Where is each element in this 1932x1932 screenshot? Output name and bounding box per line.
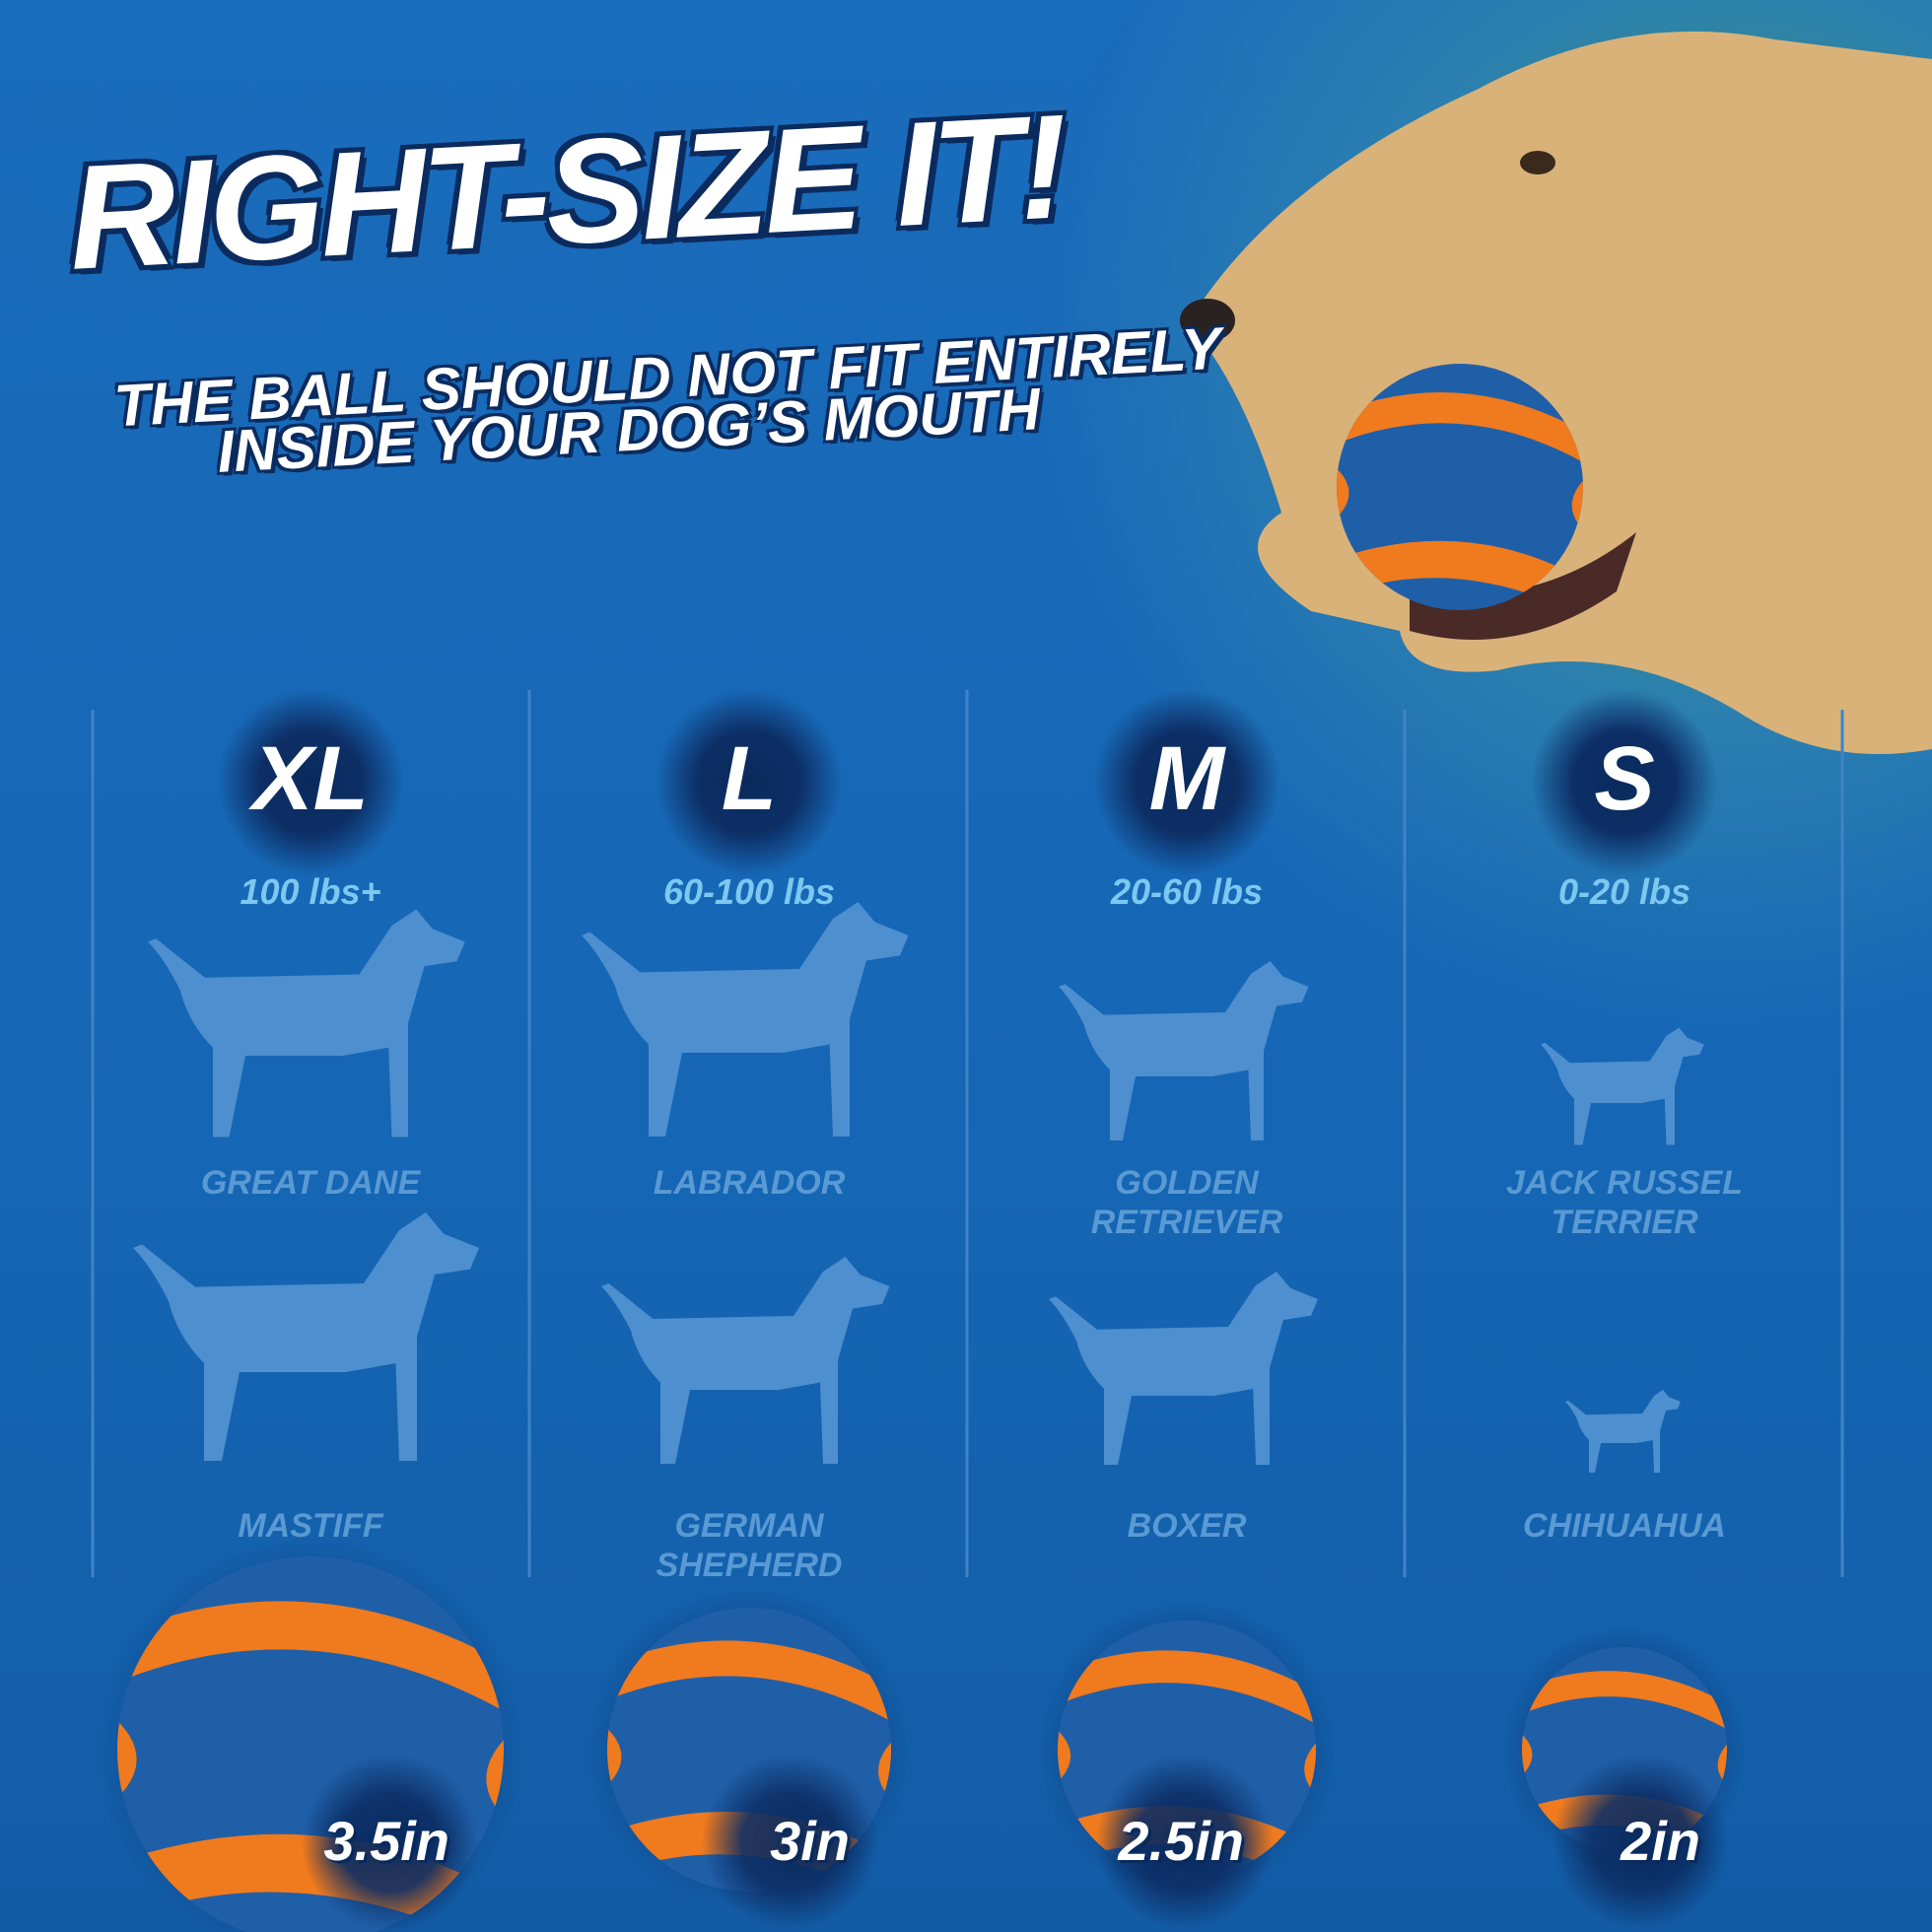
ball-label-glow — [1096, 1754, 1274, 1931]
breed-silhouette — [601, 1257, 890, 1464]
ball-label-glow — [302, 1754, 479, 1931]
ball-size: 2.5in — [1118, 1810, 1244, 1872]
breed-name: GOLDEN RETRIEVER — [1090, 1164, 1283, 1241]
ball-label-glow — [702, 1754, 879, 1931]
size-label: L — [721, 728, 778, 829]
size-label: XL — [252, 728, 369, 829]
photo-dog — [1180, 31, 1932, 755]
size-badge — [217, 689, 404, 876]
breed-name: LABRADOR — [653, 1164, 846, 1202]
ball-size: 2in — [1621, 1810, 1700, 1872]
weight-range: 60-100 lbs — [662, 871, 836, 912]
weight-range: 0-20 lbs — [1557, 871, 1691, 912]
size-badge — [1093, 689, 1280, 876]
breed-silhouette — [1541, 1027, 1704, 1145]
size-badge — [1531, 689, 1718, 876]
breed-name: BOXER — [1127, 1507, 1247, 1545]
breed-name: CHIHUAHUA — [1523, 1507, 1726, 1545]
breed-silhouette — [582, 902, 909, 1137]
weight-range: 100 lbs+ — [240, 871, 381, 912]
size-label: M — [1148, 728, 1225, 829]
ball-label-glow — [1552, 1754, 1730, 1931]
breed-silhouette — [1059, 961, 1309, 1140]
ball-size: 3in — [770, 1810, 850, 1872]
breed-silhouette — [133, 1212, 479, 1461]
breed-name: MASTIFF — [238, 1507, 383, 1545]
breed-name: GREAT DANE — [200, 1164, 421, 1202]
size-label: S — [1594, 728, 1655, 829]
ball-size: 3.5in — [323, 1810, 449, 1872]
size-badge — [656, 689, 843, 876]
breed-name: JACK RUSSEL TERRIER — [1506, 1164, 1743, 1241]
breed-name: GERMAN SHEPHERD — [656, 1507, 843, 1584]
breed-silhouette — [1565, 1390, 1681, 1473]
weight-range: 20-60 lbs — [1110, 871, 1264, 912]
breed-silhouette — [148, 909, 465, 1138]
breed-silhouette — [1049, 1272, 1318, 1465]
column-dividers — [91, 690, 1844, 1577]
